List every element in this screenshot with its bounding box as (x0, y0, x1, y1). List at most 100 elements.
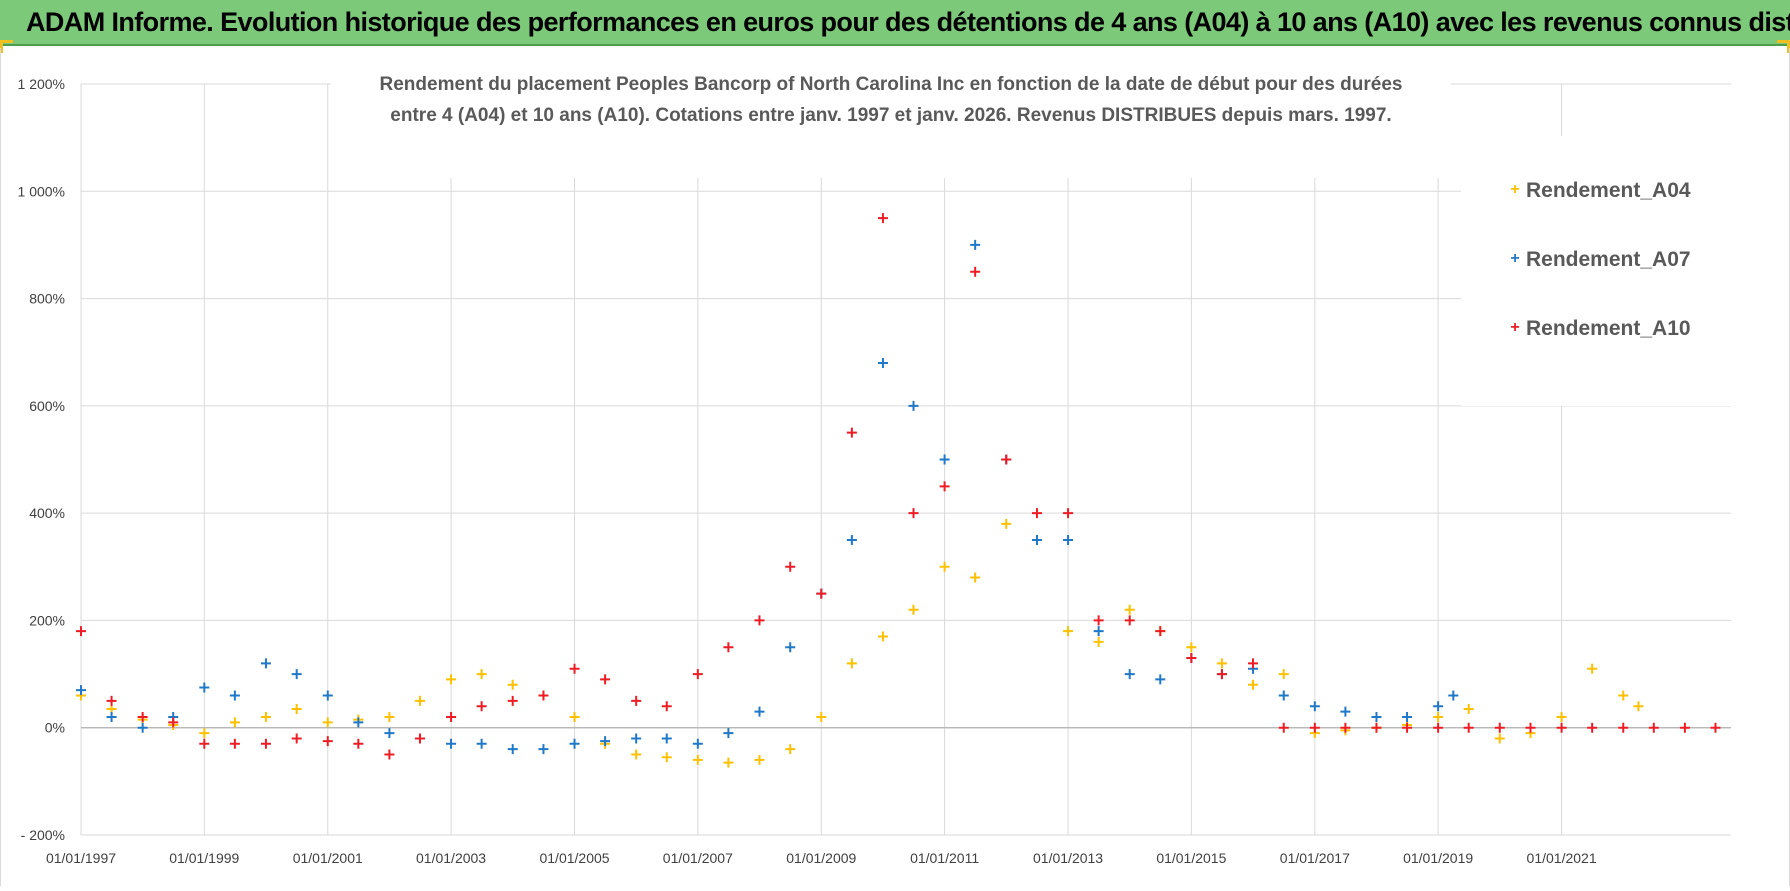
data-point (353, 738, 364, 749)
data-point (1155, 626, 1166, 637)
data-point (199, 728, 210, 739)
y-tick-label: 1 200% (18, 76, 65, 92)
y-tick-label: 1 000% (18, 183, 65, 199)
data-point (476, 669, 487, 680)
data-point (1063, 508, 1074, 519)
x-tick-label: 01/01/2017 (1280, 850, 1350, 866)
data-point (1001, 454, 1012, 465)
data-point (384, 711, 395, 722)
data-point (507, 679, 518, 690)
data-point (939, 454, 950, 465)
data-point (1186, 652, 1197, 663)
data-point (692, 754, 703, 765)
legend-label-a10: Rendement_A10 (1526, 317, 1691, 340)
data-point (446, 674, 457, 685)
data-point (785, 642, 796, 653)
y-tick-label: 0% (45, 720, 65, 736)
chart-area: - 200% 0% 200% 400% 600% 800% 1 000% 1 200% 01/… (0, 48, 1790, 886)
data-point (754, 706, 765, 717)
data-point (106, 695, 117, 706)
data-point (631, 749, 642, 760)
data-point (1216, 669, 1227, 680)
data-point (600, 736, 611, 747)
data-point (970, 239, 981, 250)
data-point (754, 615, 765, 626)
data-point (877, 357, 888, 368)
data-point (1248, 679, 1259, 690)
data-point (414, 733, 425, 744)
data-point (199, 682, 210, 693)
data-point (1618, 722, 1629, 733)
data-point (908, 604, 919, 615)
data-point (754, 754, 765, 765)
data-point (291, 703, 302, 714)
data-point (1710, 722, 1721, 733)
data-point (538, 690, 549, 701)
data-point (1278, 669, 1289, 680)
data-point (1371, 711, 1382, 722)
data-point (260, 738, 271, 749)
data-point (76, 685, 86, 696)
data-point (1648, 722, 1659, 733)
y-axis-tick-labels: - 200% 0% 200% 400% 600% 800% 1 000% 1 200% (18, 76, 65, 843)
legend-item-a10: + Rendement_A10 (1510, 317, 1690, 340)
series-rendement-a07 (76, 239, 1459, 755)
data-point (414, 695, 425, 706)
y-tick-label: - 200% (21, 827, 65, 843)
data-point (1371, 722, 1382, 733)
data-point (199, 738, 210, 749)
data-point (1278, 690, 1289, 701)
legend-marker-a04: + (1510, 181, 1519, 198)
legend-item-a04: + Rendement_A04 (1510, 179, 1691, 202)
y-tick-label: 800% (29, 291, 65, 307)
data-point (1124, 615, 1135, 626)
data-point (476, 701, 487, 712)
data-point (816, 711, 827, 722)
data-point (384, 749, 395, 760)
data-point (322, 717, 333, 728)
legend-marker-a07: + (1510, 250, 1519, 267)
data-point (1001, 518, 1012, 529)
data-point (446, 738, 457, 749)
data-point (692, 669, 703, 680)
legend: + Rendement_A04 + Rendement_A07 + Rendem… (1461, 136, 1731, 406)
data-point (1093, 636, 1104, 647)
x-tick-label: 01/01/1997 (46, 850, 116, 866)
series-rendement-a04 (76, 518, 1644, 768)
data-point (723, 757, 734, 768)
chart-title-group: Rendement du placement Peoples Bancorp o… (331, 66, 1451, 178)
x-tick-label: 01/01/2001 (293, 850, 363, 866)
data-point (384, 728, 395, 739)
data-point (538, 744, 549, 755)
data-point (785, 561, 796, 572)
data-point (1402, 711, 1413, 722)
x-tick-label: 01/01/2007 (663, 850, 733, 866)
x-tick-label: 01/01/2021 (1527, 850, 1597, 866)
data-point (507, 744, 518, 755)
data-point (1556, 711, 1567, 722)
data-point (816, 588, 827, 599)
data-point (1433, 722, 1444, 733)
data-series (76, 213, 1721, 768)
grid (80, 83, 1731, 836)
scatter-chart: - 200% 0% 200% 400% 600% 800% 1 000% 1 200% 01/… (18, 66, 1731, 866)
data-point (877, 631, 888, 642)
x-axis-tick-labels: 01/01/1997 01/01/1999 01/01/2001 01/01/2003… (46, 850, 1597, 866)
data-point (1309, 701, 1320, 712)
data-point (322, 690, 333, 701)
data-point (229, 690, 240, 701)
data-point (260, 658, 271, 669)
header-bar: ADAM Informe. Evolution historique des p… (0, 0, 1790, 46)
data-point (1186, 642, 1197, 653)
data-point (908, 400, 919, 411)
data-point (661, 752, 672, 763)
data-point (1340, 706, 1351, 717)
data-point (1155, 674, 1166, 685)
legend-background (1461, 136, 1731, 406)
data-point (785, 744, 796, 755)
data-point (1031, 508, 1042, 519)
data-point (970, 266, 981, 277)
x-tick-label: 01/01/2015 (1156, 850, 1226, 866)
data-point (229, 717, 240, 728)
data-point (939, 481, 950, 492)
